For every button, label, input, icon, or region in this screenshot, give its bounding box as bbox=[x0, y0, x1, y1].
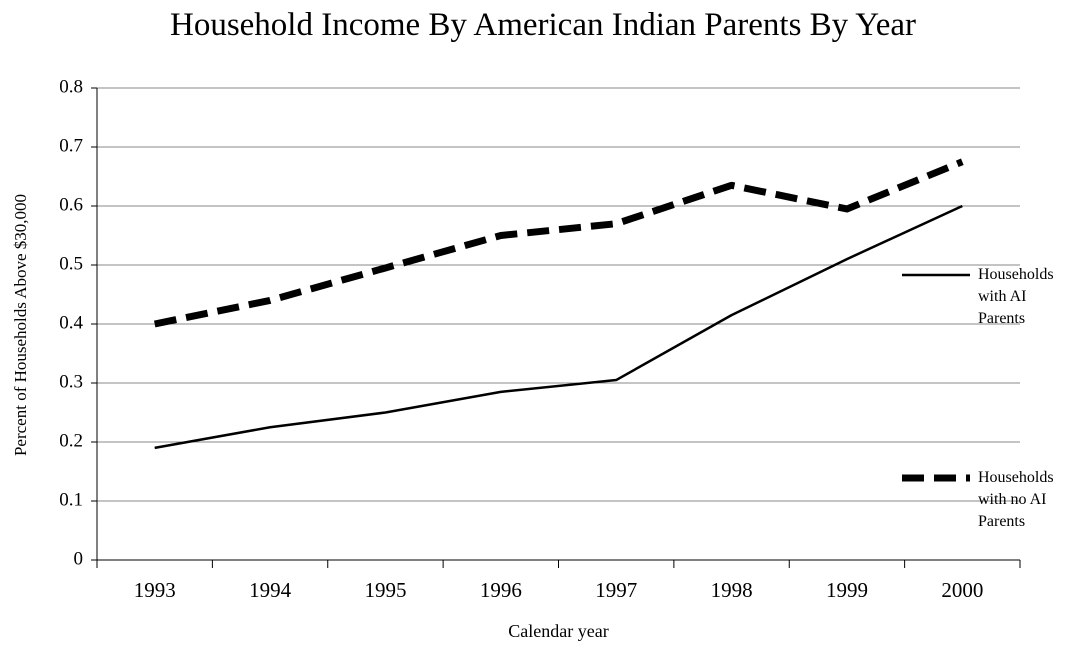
y-tick-label: 0.3 bbox=[59, 371, 83, 392]
y-tick-label: 0.7 bbox=[59, 135, 83, 156]
y-tick-label: 0.2 bbox=[59, 430, 83, 451]
x-tick-label: 1994 bbox=[249, 578, 292, 602]
y-tick-label: 0.6 bbox=[59, 194, 83, 215]
y-tick-label: 0.1 bbox=[59, 489, 83, 510]
y-tick-label: 0 bbox=[74, 548, 84, 569]
y-tick-label: 0.4 bbox=[59, 312, 83, 333]
series-line bbox=[153, 158, 964, 328]
x-axis-label: Calendar year bbox=[508, 621, 608, 641]
y-tick-label: 0.8 bbox=[59, 76, 83, 97]
chart-title: Household Income By American Indian Pare… bbox=[169, 7, 917, 43]
legend-label: Households with no AI Parents bbox=[978, 469, 1054, 530]
x-tick-label: 1999 bbox=[826, 578, 868, 602]
x-tick-label: 2000 bbox=[941, 578, 983, 602]
y-tick-label: 0.5 bbox=[59, 253, 83, 274]
x-tick-label: 1995 bbox=[364, 578, 406, 602]
x-tick-label: 1996 bbox=[480, 578, 522, 602]
series-line bbox=[154, 204, 963, 450]
x-tick-label: 1993 bbox=[134, 578, 176, 602]
x-tick-label: 1998 bbox=[711, 578, 753, 602]
y-axis-label: Percent of Households Above $30,000 bbox=[11, 194, 30, 456]
legend-label: Households with AI Parents bbox=[978, 266, 1054, 327]
x-tick-label: 1997 bbox=[595, 578, 637, 602]
